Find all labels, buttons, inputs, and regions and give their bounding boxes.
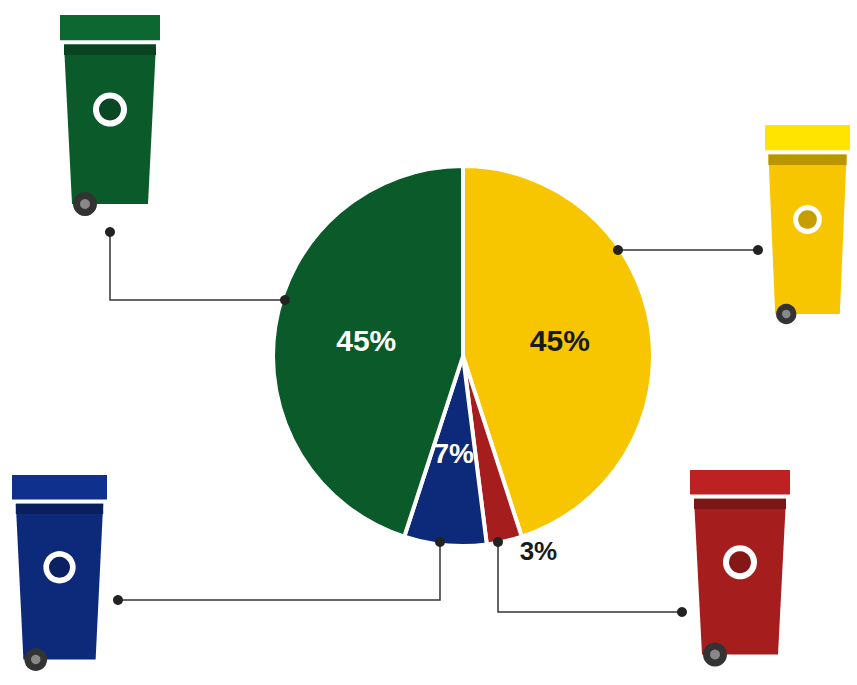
svg-text:45%: 45% <box>530 324 590 357</box>
svg-text:45%: 45% <box>336 324 396 357</box>
svg-text:3%: 3% <box>520 536 558 566</box>
svg-text:7%: 7% <box>434 438 475 469</box>
